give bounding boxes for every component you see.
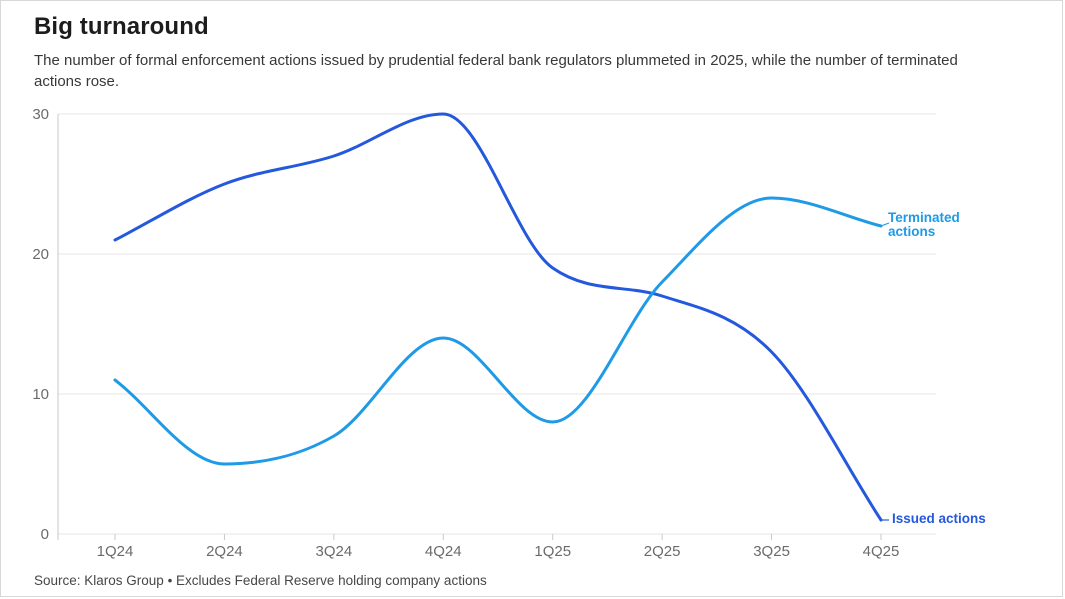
x-tick-label: 1Q24 bbox=[97, 543, 134, 560]
y-tick-label: 20 bbox=[32, 246, 49, 263]
source-note: Source: Klaros Group • Excludes Federal … bbox=[34, 573, 487, 588]
x-tick-label: 4Q24 bbox=[425, 543, 462, 560]
x-tick-label: 2Q25 bbox=[644, 543, 681, 560]
series-label-terminated-actions: Terminated actions bbox=[888, 210, 960, 239]
page-subtitle: The number of formal enforcement actions… bbox=[34, 52, 958, 90]
terminated-actions-line bbox=[113, 196, 883, 466]
y-tick-label: 30 bbox=[32, 106, 49, 123]
x-tick-label: 2Q24 bbox=[206, 543, 243, 560]
x-tick-label: 3Q24 bbox=[316, 543, 353, 560]
x-tick-label: 4Q25 bbox=[863, 543, 900, 560]
series-label-issued-actions: Issued actions bbox=[892, 511, 986, 526]
x-tick-label: 1Q25 bbox=[534, 543, 571, 560]
y-tick-label: 0 bbox=[41, 526, 49, 543]
y-tick-label: 10 bbox=[32, 386, 49, 403]
terminated-actions-label-connector bbox=[880, 222, 890, 227]
issued-actions-line bbox=[113, 112, 883, 522]
page-title: Big turnaround bbox=[34, 13, 209, 40]
x-tick-label: 3Q25 bbox=[753, 543, 790, 560]
